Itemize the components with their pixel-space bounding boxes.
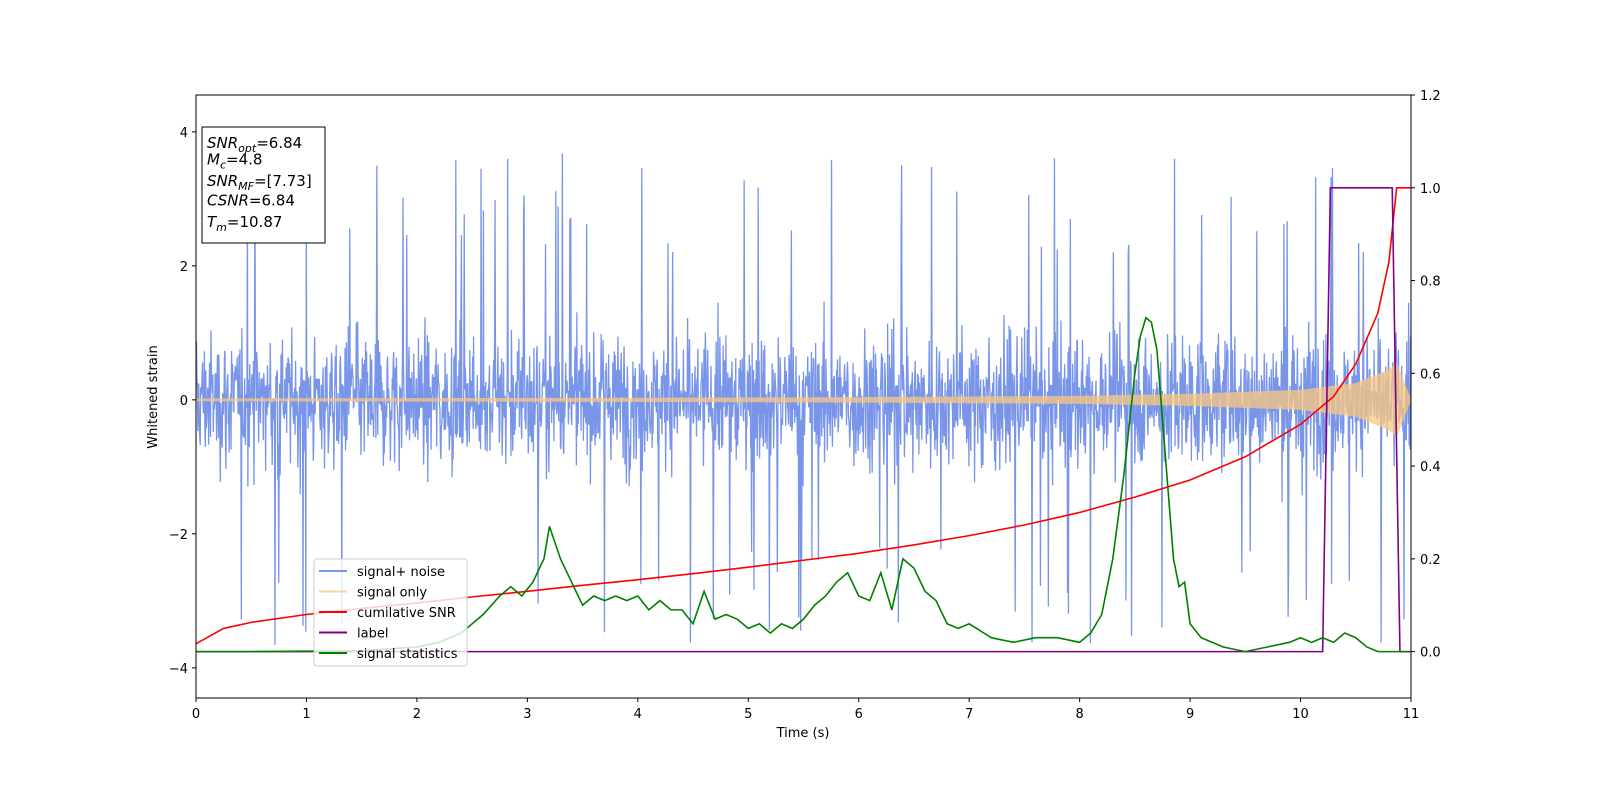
x-tick-label: 4: [634, 707, 642, 722]
y2-tick-label: 0.6: [1420, 367, 1441, 382]
annotation-value: =4.8: [226, 151, 262, 169]
annotation-line: SNRMF=[7.73]: [207, 172, 312, 193]
x-tick-label: 10: [1292, 707, 1309, 722]
annotation-line: Mc=4.8: [207, 151, 262, 172]
annotation-value: =6.84: [249, 192, 295, 210]
annotation-line: Tm=10.87: [207, 213, 282, 234]
annotation-subscript: c: [220, 159, 226, 172]
x-tick-label: 7: [965, 707, 973, 722]
x-tick-label: 8: [1075, 707, 1083, 722]
x-tick-label: 3: [523, 707, 531, 722]
y-tick-label: −2: [169, 528, 188, 543]
x-tick-label: 0: [192, 707, 200, 722]
x-tick-label: 9: [1186, 707, 1194, 722]
legend: signal+ noise signal only cumilative SNR la…: [313, 558, 468, 667]
annotation-line: SNRopt=6.84: [207, 134, 302, 155]
y-tick-label: 0: [180, 394, 188, 409]
x-tick-label: 1: [302, 707, 310, 722]
annotation-symbol: SNR: [207, 172, 238, 190]
y-tick-label: 2: [180, 260, 188, 275]
legend-label: signal only: [357, 586, 427, 601]
axis-ticks: 0 1 2 3 4 5 6 7 8 9 10 11 −4 −2 0 2 4 0.0 0.2 0.4 0.6 0.8 1.0 1…: [169, 89, 1441, 722]
y2-tick-label: 1.2: [1420, 89, 1441, 104]
y2-tick-label: 0.4: [1420, 460, 1441, 475]
y2-tick-label: 0.8: [1420, 275, 1441, 290]
legend-label: label: [357, 627, 388, 642]
stats-annotation-box: SNRopt=6.84Mc=4.8SNRMF=[7.73]CSNR=6.84Tm…: [201, 126, 326, 244]
x-axis-label: Time (s): [776, 726, 830, 741]
y2-tick-label: 0.0: [1420, 646, 1441, 661]
legend-label: signal+ noise: [357, 565, 445, 580]
annotation-value: =10.87: [227, 213, 283, 231]
annotation-subscript: MF: [238, 180, 254, 193]
x-tick-label: 5: [744, 707, 752, 722]
legend-label: signal statistics: [357, 647, 458, 662]
annotation-symbol: T: [207, 213, 218, 231]
annotation-symbol: M: [207, 151, 220, 169]
legend-label: cumilative SNR: [357, 606, 456, 621]
x-tick-label: 6: [855, 707, 863, 722]
x-tick-label: 2: [413, 707, 421, 722]
annotation-symbol: CSNR: [207, 192, 249, 210]
x-tick-label: 11: [1403, 707, 1420, 722]
y-tick-label: 4: [180, 126, 188, 141]
y2-tick-label: 0.2: [1420, 553, 1441, 568]
annotation-symbol: SNR: [207, 134, 238, 152]
y2-tick-label: 1.0: [1420, 182, 1441, 197]
annotation-value: =[7.73]: [254, 172, 312, 190]
annotation-frame: [201, 126, 326, 244]
annotation-value: =6.84: [256, 134, 302, 152]
annotation-line: CSNR=6.84: [207, 192, 295, 210]
series-signal-statistics: [196, 316, 1411, 653]
series-signal-only: [196, 363, 1411, 437]
y-axis-label: Whitened strain: [146, 345, 161, 448]
y-tick-label: −4: [169, 662, 188, 677]
annotation-subscript: m: [216, 221, 227, 234]
legend-frame: [313, 558, 468, 667]
axes-frame: [195, 94, 1412, 699]
annotation-subscript: opt: [238, 142, 257, 155]
